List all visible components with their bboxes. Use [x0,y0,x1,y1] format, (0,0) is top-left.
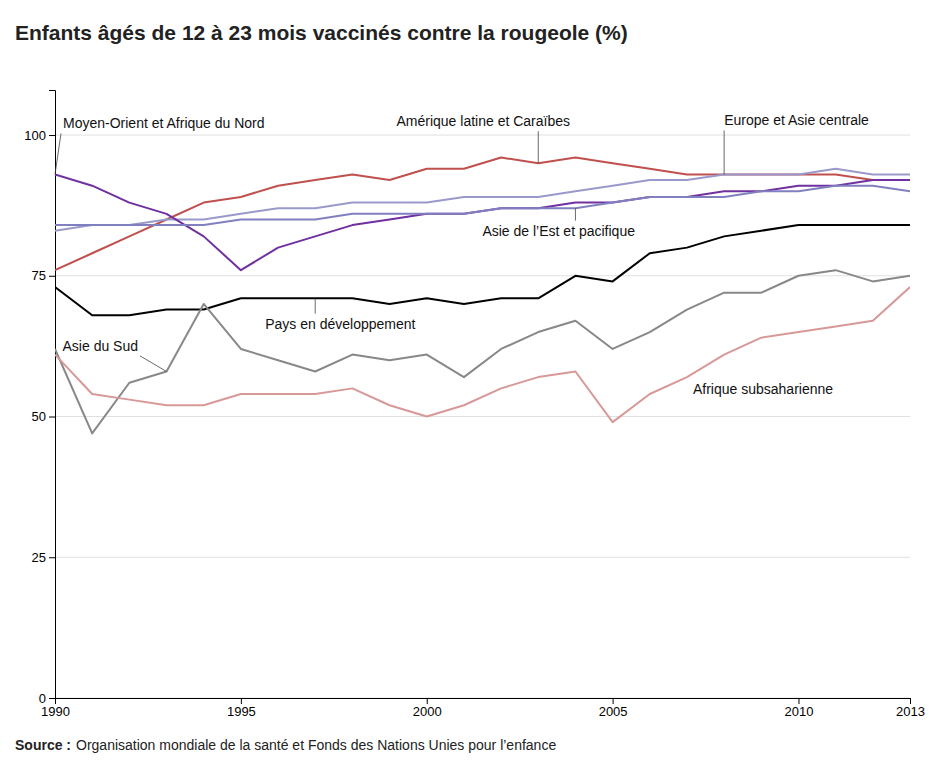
tick: 2005 [599,698,628,719]
labels: Amérique latine et Caraïbes Europe et Asi… [55,112,869,396]
tick-label: 1995 [227,704,256,719]
tick-mark [241,698,242,704]
tick: 50 [32,409,55,424]
tick-mark [49,698,55,699]
x-axis: 1990 1995 2000 2005 2010 2013 [41,698,925,719]
axis-line [49,91,56,699]
source-label: Source : [15,737,71,753]
series-label: Pays en développement [265,316,415,332]
series-label: Europe et Asie centrale [724,112,869,128]
series-label: Amérique latine et Caraïbes [396,113,570,129]
grid-line [55,135,910,136]
leader-line [140,356,167,372]
series-label: Asie de l’Est et pacifique [482,223,635,239]
grid-line [55,275,910,276]
tick: 1995 [227,698,256,719]
tick-label: 25 [32,550,46,565]
leaders [55,130,724,371]
tick-mark [613,698,614,704]
title: Enfants âgés de 12 à 23 mois vaccinés co… [15,21,628,44]
tick: 0 [39,691,55,706]
series-line [55,186,910,225]
tick: 2010 [785,698,814,719]
series-label: Afrique subsaharienne [693,381,833,397]
tick-label: 75 [32,268,46,283]
leader-line [724,130,725,174]
grid [55,135,910,698]
tick-label: 0 [39,691,46,706]
y-axis: 0 25 50 75 100 [24,91,55,706]
tick-mark [49,135,55,136]
tick: 2000 [413,698,442,719]
tick: 25 [32,550,55,565]
tick-mark [49,276,55,277]
tick-mark [427,698,428,704]
series-line [55,169,910,231]
leader-line [315,298,316,313]
tick-label: 1990 [41,704,70,719]
tick-mark [910,698,911,704]
tick-label: 2005 [599,704,628,719]
tick: 2013 [896,698,925,719]
tick-mark [798,698,799,704]
tick: 75 [32,268,55,283]
grid-line [55,557,910,558]
tick-label: 100 [24,128,46,143]
tick-label: 2013 [896,704,925,719]
tick-label: 2000 [413,704,442,719]
axis-line [56,699,911,705]
series-label: Moyen-Orient et Afrique du Nord [63,115,265,131]
tick-mark [49,557,55,558]
tick: 100 [24,128,55,143]
plot-area: 1990 1995 2000 2005 2010 2013 0 25 50 75 100 Amériq… [24,91,925,720]
leader-line [575,208,576,220]
series-line [55,158,910,271]
series-line [55,174,910,270]
lines [55,158,910,434]
series-label: Asie du Sud [63,338,138,354]
tick-label: 50 [32,409,46,424]
tick-mark [49,417,55,418]
series-line [55,270,910,433]
leader-line [55,133,61,174]
series-line [55,287,910,422]
tick-label: 2010 [785,704,814,719]
grid-line [55,416,910,417]
chart: Enfants âgés de 12 à 23 mois vaccinés co… [0,0,940,768]
leader-line [538,131,539,163]
source: Organisation mondiale de la santé et Fon… [76,737,556,753]
